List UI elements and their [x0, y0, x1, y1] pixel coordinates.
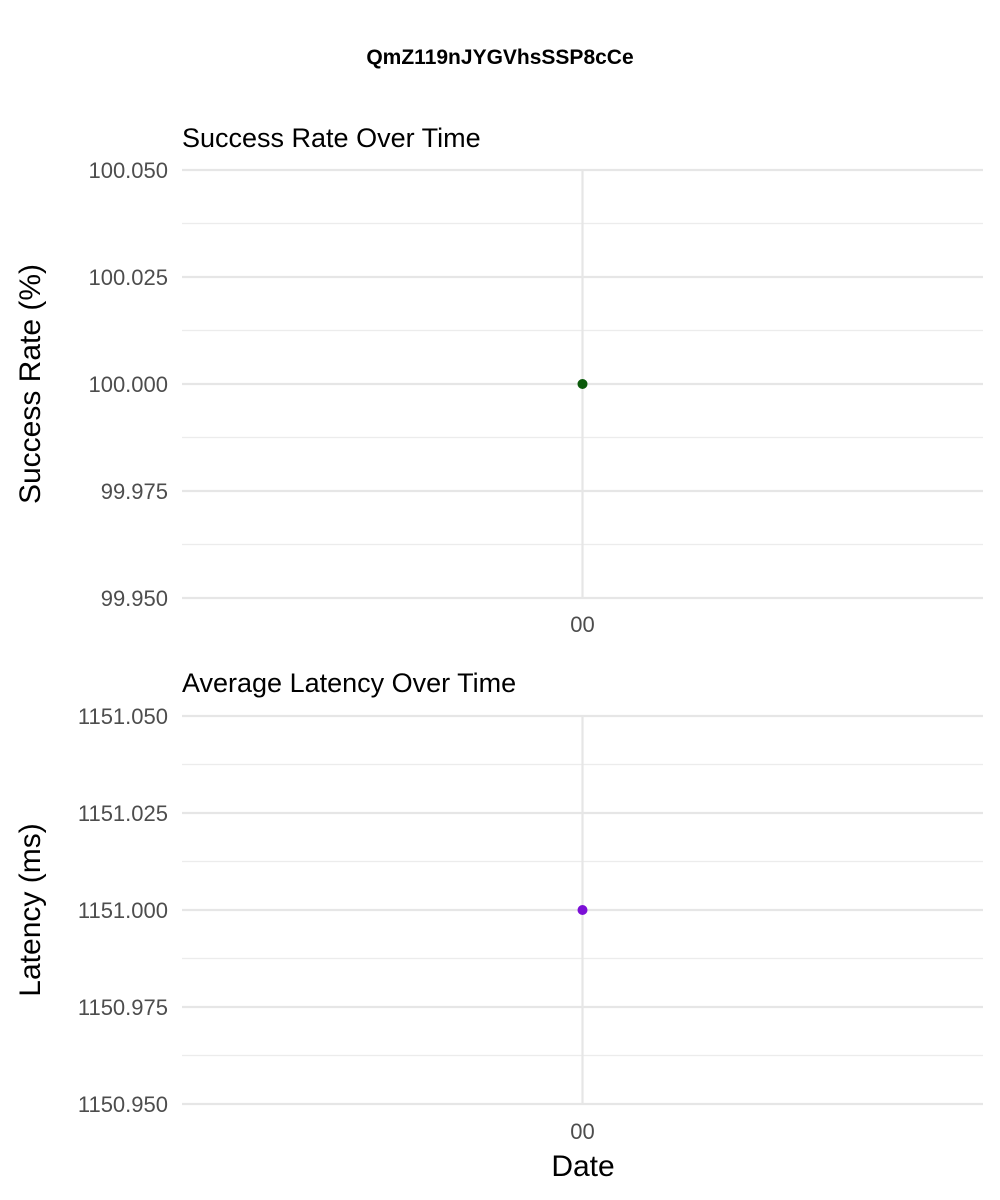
y-tick-label: 99.975: [101, 479, 168, 504]
main-title: QmZ119nJYGVhsSSP8cCe: [366, 46, 633, 69]
latency-panel: Average Latency Over Time 1151.0501151.0…: [14, 668, 983, 1183]
y-tick-label: 100.050: [88, 158, 168, 183]
y-axis-title: Latency (ms): [14, 823, 47, 996]
data-points: [577, 905, 588, 915]
y-tick-labels: 1151.050 1151.025 1151.000 1150.975 1150.950: [78, 704, 168, 1117]
panel-title: Success Rate Over Time: [182, 123, 481, 153]
y-tick-label: 100.025: [88, 265, 168, 290]
y-tick-label: 1151.025: [78, 801, 168, 826]
data-point: [577, 905, 588, 915]
x-tick-labels: 00: [570, 1119, 594, 1144]
x-axis-title: Date: [551, 1150, 614, 1183]
data-point: [577, 379, 588, 389]
y-tick-label: 1151.050: [78, 704, 168, 729]
y-tick-labels: 100.050 100.025 100.000 99.975 99.950: [88, 158, 168, 611]
y-tick-label: 1150.950: [78, 1092, 168, 1117]
grid: [182, 168, 983, 600]
y-tick-label: 100.000: [88, 372, 168, 397]
success-rate-panel: Success Rate Over Time 100.050100.025100…: [14, 123, 983, 637]
y-tick-label: 1151.000: [78, 898, 168, 923]
y-tick-label: 99.950: [101, 586, 168, 611]
x-tick-label: 00: [570, 1119, 594, 1144]
data-points: [577, 379, 588, 389]
x-tick-labels: 00: [570, 612, 594, 637]
panel-title: Average Latency Over Time: [182, 668, 516, 698]
x-tick-label: 00: [570, 612, 594, 637]
y-tick-label: 1150.975: [78, 995, 168, 1020]
y-axis-title: Success Rate (%): [14, 264, 47, 504]
